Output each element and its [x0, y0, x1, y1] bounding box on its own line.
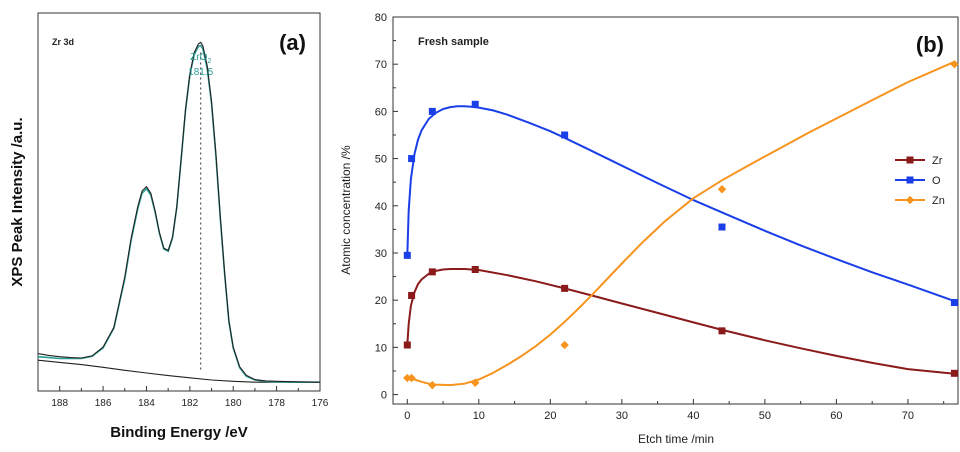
x-tick-label-a: 188 — [51, 398, 68, 409]
x-tick-label-a: 180 — [225, 398, 242, 409]
x-tick-label-a: 182 — [182, 398, 199, 409]
fit-line-o — [406, 105, 955, 303]
x-tick-label-b: 0 — [404, 410, 410, 422]
legend-item-zn: Zn — [895, 195, 945, 207]
data-point-zn — [428, 380, 437, 390]
data-point-o — [718, 223, 726, 231]
panel-b-label: (b) — [916, 32, 944, 57]
data-point-zr — [408, 291, 416, 299]
axes-b: 0 10 20 30 40 50 60 70 0 10 20 30 40 50 60 70 80 — [375, 12, 945, 422]
series-zr — [403, 265, 958, 377]
data-point-zn — [717, 185, 727, 194]
x-axis-title-b: Etch time /min — [638, 432, 714, 446]
legend-marker-zr — [906, 156, 914, 164]
fit-line-zn — [407, 60, 955, 387]
series-o — [403, 100, 958, 307]
y-axis-title-a: XPS Peak Intensity /a.u. — [9, 117, 26, 286]
y-axis-title-b: Atomic concentration /% — [339, 145, 353, 275]
legend-label-o: O — [932, 175, 941, 187]
x-tick-label-b: 30 — [616, 410, 628, 422]
data-point-zn — [560, 340, 569, 350]
peak-species-label: ZrO2 — [190, 52, 211, 65]
y-tick-label-b: 0 — [381, 390, 387, 402]
plot-frame-b — [392, 16, 959, 405]
panel-b-title: Fresh sample — [418, 36, 489, 48]
data-point-zn — [471, 378, 480, 387]
legend-b: Zr O Zn — [895, 155, 945, 207]
fit-line-zr — [406, 268, 955, 375]
data-point-o — [950, 299, 958, 307]
series-layer-b — [403, 59, 959, 390]
data-point-zn — [950, 59, 959, 69]
legend-label-zr: Zr — [932, 155, 943, 167]
data-point-o — [561, 131, 569, 139]
data-point-zr — [718, 327, 726, 335]
legend-item-zr: Zr — [895, 155, 943, 167]
data-point-o — [408, 155, 416, 163]
data-point-o — [471, 100, 479, 108]
panel-b: 0 10 20 30 40 50 60 70 0 10 20 30 40 50 60 70 80 Zr O Zn F… — [339, 12, 959, 446]
x-tick-label-a: 186 — [95, 398, 112, 409]
data-point-zn — [403, 373, 412, 383]
y-tick-label-b: 40 — [375, 201, 387, 213]
legend-label-zn: Zn — [932, 195, 945, 207]
data-point-zr — [403, 341, 411, 349]
data-point-zr — [950, 369, 958, 377]
data-point-zr — [471, 265, 479, 273]
series-layer-a — [37, 41, 321, 383]
x-tick-label-b: 70 — [902, 410, 914, 422]
x-axis-title-a: Binding Energy /eV — [110, 424, 248, 441]
x-axis-a: 188 186 184 182 180 178 176 — [37, 386, 329, 409]
x-tick-label-a: 178 — [268, 398, 285, 409]
data-point-o — [428, 107, 436, 115]
x-tick-label-a: 184 — [138, 398, 155, 409]
peak-species-main: ZrO — [190, 52, 207, 63]
panel-a-label: (a) — [279, 30, 306, 55]
x-tick-label-b: 60 — [830, 410, 842, 422]
x-tick-label-b: 20 — [544, 410, 556, 422]
y-tick-label-b: 10 — [375, 342, 387, 354]
data-point-zn — [407, 373, 416, 383]
data-point-o — [403, 251, 411, 259]
peak-position-label: 181.5 — [188, 67, 213, 78]
y-tick-label-b: 50 — [375, 154, 387, 166]
measured-curve-a — [37, 41, 321, 383]
legend-marker-o — [906, 176, 914, 184]
legend-marker-zn — [905, 195, 915, 205]
x-tick-label-a: 176 — [312, 398, 329, 409]
x-tick-label-b: 50 — [759, 410, 771, 422]
legend-item-o: O — [895, 175, 941, 187]
x-tick-label-b: 10 — [473, 410, 485, 422]
y-tick-label-b: 30 — [375, 248, 387, 260]
data-point-zr — [428, 268, 436, 276]
y-tick-label-b: 70 — [375, 59, 387, 71]
series-zn — [403, 59, 959, 390]
x-tick-label-b: 40 — [687, 410, 699, 422]
data-point-zr — [561, 284, 569, 292]
panel-a: 188 186 184 182 180 178 176 Zr 3d (a) ZrO2 181… — [9, 12, 329, 441]
plot-frame-a — [37, 12, 321, 392]
peak-species-subscript: 2 — [207, 58, 211, 65]
y-tick-label-b: 80 — [375, 12, 387, 24]
y-tick-label-b: 20 — [375, 295, 387, 307]
y-tick-label-b: 60 — [375, 106, 387, 118]
panel-a-title: Zr 3d — [52, 37, 74, 47]
